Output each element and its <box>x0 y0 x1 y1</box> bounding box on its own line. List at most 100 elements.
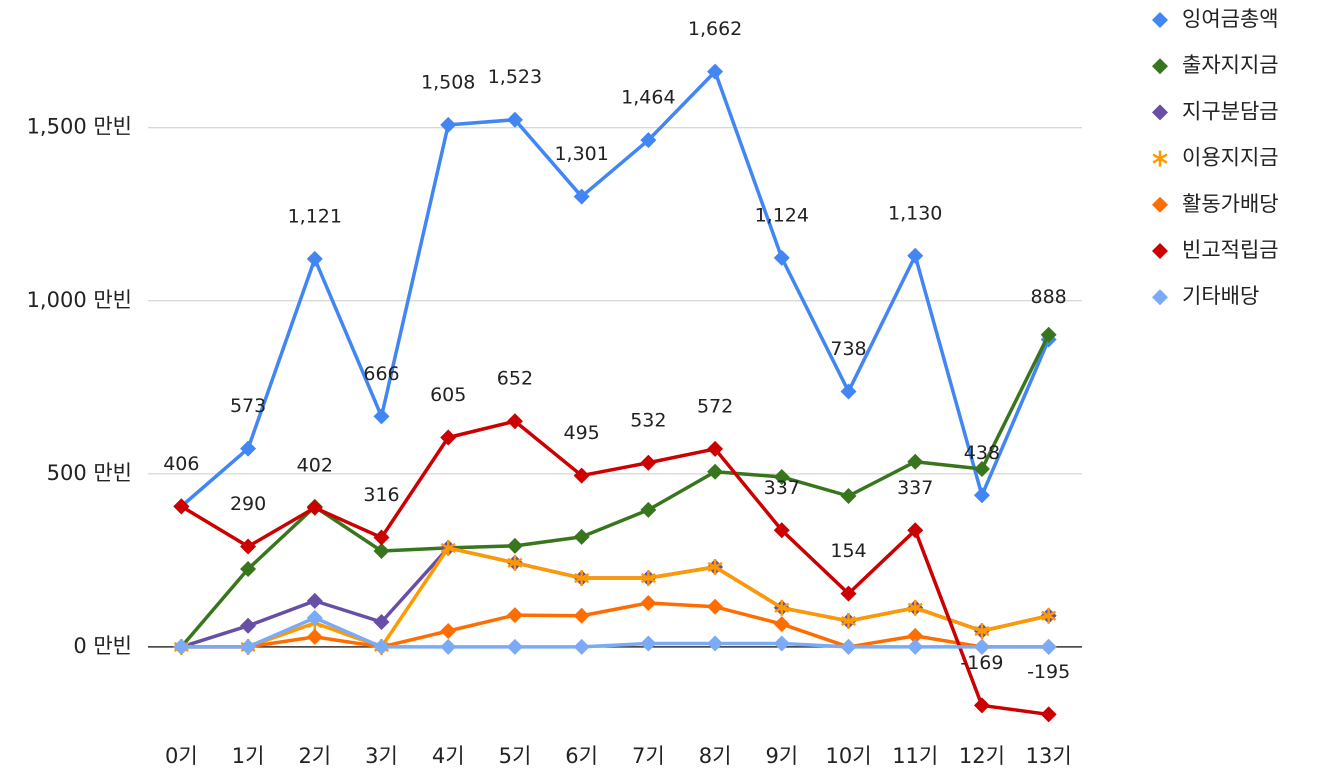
point <box>373 638 390 655</box>
value-label: 495 <box>564 422 600 444</box>
point <box>640 454 657 471</box>
point <box>907 599 923 616</box>
point <box>640 132 657 149</box>
point <box>440 116 457 133</box>
point <box>574 570 590 587</box>
value-label: 605 <box>430 384 466 406</box>
legend-marker <box>1152 150 1168 167</box>
value-label: 290 <box>230 493 266 515</box>
point <box>506 607 523 624</box>
point <box>973 638 990 655</box>
legend-marker-stroke <box>1152 153 1168 164</box>
point <box>173 638 190 655</box>
value-label: 337 <box>897 477 933 499</box>
y-tick-label: 1,000 만빈 <box>27 288 132 312</box>
x-tick-label: 1기 <box>232 744 265 768</box>
value-label: 1,130 <box>888 202 942 224</box>
point <box>774 599 790 616</box>
point <box>573 607 590 624</box>
point <box>973 461 990 477</box>
point <box>707 463 724 480</box>
point-stroke <box>840 615 857 627</box>
series-line <box>180 69 1051 508</box>
y-tick-label: 0 만빈 <box>73 634 132 658</box>
legend-marker <box>1152 289 1168 306</box>
point-stroke <box>707 561 723 573</box>
point <box>173 498 190 515</box>
point <box>440 623 457 639</box>
point <box>840 638 857 655</box>
point <box>707 598 724 615</box>
value-label: 1,523 <box>488 66 542 88</box>
point <box>1040 706 1057 723</box>
value-label: 438 <box>964 442 1000 464</box>
point <box>707 558 723 575</box>
point <box>1040 326 1057 343</box>
point <box>973 697 990 714</box>
point <box>640 501 657 518</box>
point <box>640 570 656 587</box>
legend-label: 출자지지금 <box>1182 53 1279 77</box>
y-tick-label: 500 만빈 <box>47 461 132 485</box>
x-tick-label: 2기 <box>298 744 331 768</box>
point <box>907 522 924 539</box>
point <box>840 383 857 400</box>
value-label: 1,464 <box>621 87 675 109</box>
point <box>306 609 323 626</box>
point <box>707 440 724 457</box>
value-label: 572 <box>697 395 733 417</box>
point <box>773 249 790 266</box>
legend-marker <box>1152 58 1168 75</box>
point <box>573 528 590 545</box>
value-label: -169 <box>960 652 1003 674</box>
point <box>440 539 456 556</box>
legend-label: 기타배당 <box>1182 284 1259 308</box>
point <box>640 635 657 652</box>
x-tick-label: 10기 <box>825 744 871 768</box>
point <box>506 111 523 128</box>
value-label: 402 <box>297 454 333 476</box>
point-stroke <box>774 602 790 613</box>
point-stroke <box>1041 610 1057 621</box>
value-label: 1,508 <box>421 71 475 93</box>
point <box>773 468 790 485</box>
series-line <box>180 419 1049 717</box>
point <box>773 635 790 652</box>
point <box>707 635 724 652</box>
point <box>240 538 257 555</box>
point <box>240 617 257 634</box>
value-label: 666 <box>363 363 399 385</box>
value-label: -195 <box>1027 661 1070 683</box>
x-tick-label: 9기 <box>765 744 798 768</box>
series-line <box>181 616 1049 649</box>
value-label: 154 <box>830 540 866 562</box>
point-stroke <box>907 602 923 613</box>
value-label: 738 <box>830 338 866 360</box>
x-tick-label: 7기 <box>632 744 665 768</box>
value-label: 1,124 <box>755 204 809 226</box>
point <box>973 487 990 504</box>
value-label: 652 <box>497 368 533 390</box>
point <box>840 585 857 602</box>
legend-label: 지구분담금 <box>1182 99 1279 123</box>
value-label: 573 <box>230 395 266 417</box>
point <box>707 63 724 80</box>
point <box>907 453 924 470</box>
value-label: 1,301 <box>554 143 608 165</box>
x-tick-label: 11기 <box>892 744 938 768</box>
point <box>640 594 657 611</box>
legend-marker <box>1152 243 1168 259</box>
point <box>840 612 857 629</box>
point-stroke <box>974 625 990 637</box>
legend-label: 잉여금총액 <box>1182 7 1279 31</box>
point-stroke <box>440 542 456 554</box>
point-stroke <box>507 557 523 568</box>
x-tick-label: 13기 <box>1026 744 1072 768</box>
value-label: 316 <box>363 484 399 506</box>
x-tick-label: 0기 <box>165 744 198 768</box>
value-label: 1,121 <box>288 205 342 227</box>
point <box>773 616 790 633</box>
value-label: 1,662 <box>688 18 742 40</box>
point <box>373 529 390 546</box>
